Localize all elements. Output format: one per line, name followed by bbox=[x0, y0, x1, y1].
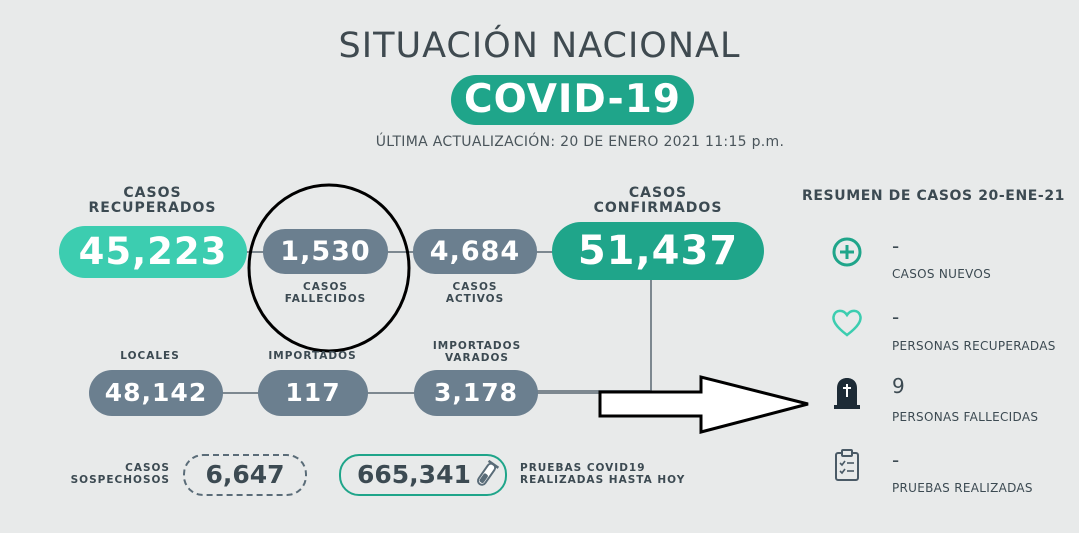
recuperados-label-line1: CASOS bbox=[123, 185, 182, 201]
pruebas-value: 665,341 bbox=[357, 460, 471, 489]
annotation-circle bbox=[247, 183, 411, 353]
pruebas-label: PRUEBAS COVID19 REALIZADAS HASTA HOY bbox=[520, 462, 700, 486]
importados-label: IMPORTADOS bbox=[268, 350, 357, 362]
fallecidos-label: CASOS FALLECIDOS bbox=[263, 281, 388, 305]
summary-casos-nuevos-label: CASOS NUEVOS bbox=[892, 267, 992, 281]
confirmados-label-line2: CONFIRMADOS bbox=[593, 200, 723, 216]
annotation-arrow-icon bbox=[598, 375, 809, 434]
varados-value: 3,178 bbox=[414, 370, 538, 416]
activos-label: CASOS ACTIVOS bbox=[413, 281, 537, 305]
varados-label-line1: IMPORTADOS bbox=[432, 340, 522, 352]
summary-recuperadas-label: PERSONAS RECUPERADAS bbox=[892, 339, 1056, 353]
heart-icon bbox=[832, 309, 862, 337]
sospechosos-label-line1: CASOS bbox=[125, 462, 170, 474]
summary-pruebas-value: - bbox=[892, 448, 900, 472]
confirmados-value: 51,437 bbox=[552, 222, 764, 280]
pruebas-label-line1: PRUEBAS COVID19 bbox=[520, 462, 646, 474]
connector-row-2 bbox=[220, 392, 600, 394]
pruebas-label-line2: REALIZADAS HASTA HOY bbox=[520, 474, 686, 486]
varados-label: IMPORTADOS VARADOS bbox=[415, 340, 539, 364]
page-title: SITUACIÓN NACIONAL bbox=[338, 26, 741, 66]
recuperados-label-line2: RECUPERADOS bbox=[88, 200, 217, 216]
covid-badge: COVID-19 bbox=[451, 75, 694, 125]
sospechosos-value: 6,647 bbox=[183, 454, 307, 496]
importados-value: 117 bbox=[258, 370, 368, 416]
tombstone-icon bbox=[834, 378, 860, 409]
recuperados-value: 45,223 bbox=[59, 226, 247, 278]
sospechosos-label-line2: SOSPECHOSOS bbox=[70, 474, 170, 486]
pruebas-box: 665,341 bbox=[339, 454, 507, 496]
activos-label-line2: ACTIVOS bbox=[445, 293, 505, 305]
locales-label: LOCALES bbox=[120, 350, 180, 362]
summary-fallecidas-value: 9 bbox=[892, 374, 905, 398]
activos-value: 4,684 bbox=[413, 229, 537, 274]
summary-recuperadas-value: - bbox=[892, 305, 900, 329]
activos-label-line1: CASOS bbox=[452, 281, 498, 293]
last-updated: ÚLTIMA ACTUALIZACIÓN: 20 DE ENERO 2021 1… bbox=[375, 134, 785, 150]
locales-value: 48,142 bbox=[89, 370, 223, 416]
fallecidos-label-line2: FALLECIDOS bbox=[284, 293, 367, 305]
summary-title: RESUMEN DE CASOS 20-ENE-21 bbox=[802, 188, 1066, 204]
clipboard-icon bbox=[835, 449, 859, 481]
connector-row-2-end bbox=[536, 390, 652, 392]
recuperados-label: CASOS RECUPERADOS bbox=[60, 186, 245, 216]
connector-row-1 bbox=[240, 251, 570, 253]
plus-circle-icon bbox=[832, 237, 862, 267]
fallecidos-label-line1: CASOS bbox=[303, 281, 348, 293]
fallecidos-value: 1,530 bbox=[263, 229, 388, 274]
varados-label-line2: VARADOS bbox=[445, 352, 509, 364]
connector-vertical bbox=[650, 278, 652, 392]
confirmados-label: CASOS CONFIRMADOS bbox=[552, 186, 764, 216]
sospechosos-label: CASOS SOSPECHOSOS bbox=[62, 462, 170, 486]
confirmados-label-line1: CASOS bbox=[628, 185, 688, 201]
summary-fallecidas-label: PERSONAS FALLECIDAS bbox=[892, 410, 1039, 424]
summary-pruebas-label: PRUEBAS REALIZADAS bbox=[892, 481, 1033, 495]
test-tube-icon bbox=[476, 460, 500, 486]
summary-casos-nuevos-value: - bbox=[892, 234, 900, 258]
